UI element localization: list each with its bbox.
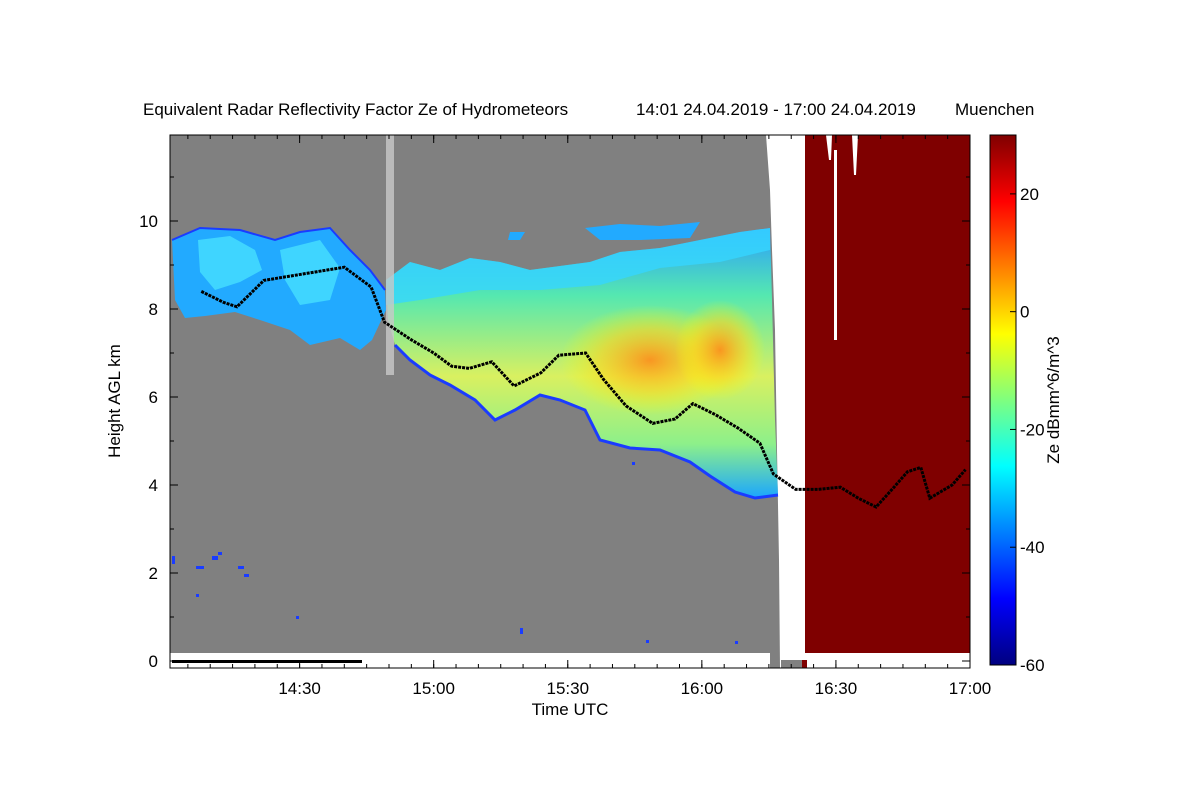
x-tick-label: 14:30	[278, 679, 321, 698]
x-axis-label: Time UTC	[532, 700, 609, 719]
chart-location: Muenchen	[955, 100, 1034, 119]
instrument-streak	[386, 135, 394, 375]
y-tick-label: 0	[149, 652, 158, 671]
cloud-top-blobs	[508, 222, 700, 240]
saturated-ground-strip	[802, 660, 807, 668]
colorbar-tick-label: 20	[1020, 185, 1039, 204]
x-tick-label: 16:00	[681, 679, 724, 698]
ground-band	[170, 653, 770, 668]
cirrus-streaks-left	[198, 236, 340, 305]
colorbar-label: Ze dBmm^6/m^3	[1044, 336, 1063, 463]
ground-clutter-line	[172, 660, 362, 663]
x-tick-label: 17:00	[949, 679, 992, 698]
y-tick-label: 8	[149, 300, 158, 319]
x-tick-label: 16:30	[815, 679, 858, 698]
scattered-low-echoes	[172, 462, 738, 644]
saturated-ground	[805, 653, 970, 668]
colorbar	[989, 134, 1017, 666]
y-tick-label: 4	[149, 476, 158, 495]
saturated-notch	[826, 135, 858, 175]
cirrus-edge-left	[171, 226, 386, 291]
colorbar-tick-label: 0	[1020, 303, 1029, 322]
y-axis-label: Height AGL km	[105, 344, 124, 458]
colorbar-ticks: -60 -40 -20 0 20	[1010, 185, 1045, 675]
gap-ground-grey	[781, 660, 805, 668]
plot-area	[170, 135, 970, 668]
axis-ticks: 0 2 4 6 8 10 14:30 15:00 15:30 16:00 16:30 17:00	[139, 135, 991, 698]
chart-title: Equivalent Radar Reflectivity Factor Ze …	[143, 100, 568, 119]
plot-frame	[169, 134, 971, 669]
x-tick-label: 15:00	[412, 679, 455, 698]
cloud-base-line	[200, 265, 967, 509]
x-tick-label: 15:30	[546, 679, 589, 698]
saturated-streak	[834, 150, 837, 340]
y-tick-label: 6	[149, 388, 158, 407]
chart-period: 14:01 24.04.2019 - 17:00 24.04.2019	[636, 100, 916, 119]
saturated-region	[805, 135, 970, 655]
cloud-upper-cyan	[386, 228, 770, 305]
colorbar-tick-label: -60	[1020, 656, 1045, 675]
y-tick-label: 10	[139, 212, 158, 231]
data-gap-region	[766, 135, 806, 668]
colorbar-tick-label: -20	[1020, 420, 1045, 439]
colorbar-tick-label: -40	[1020, 538, 1045, 557]
y-tick-label: 2	[149, 564, 158, 583]
cloud-lower-edge	[393, 343, 779, 500]
reflectivity-core-2	[675, 300, 765, 400]
